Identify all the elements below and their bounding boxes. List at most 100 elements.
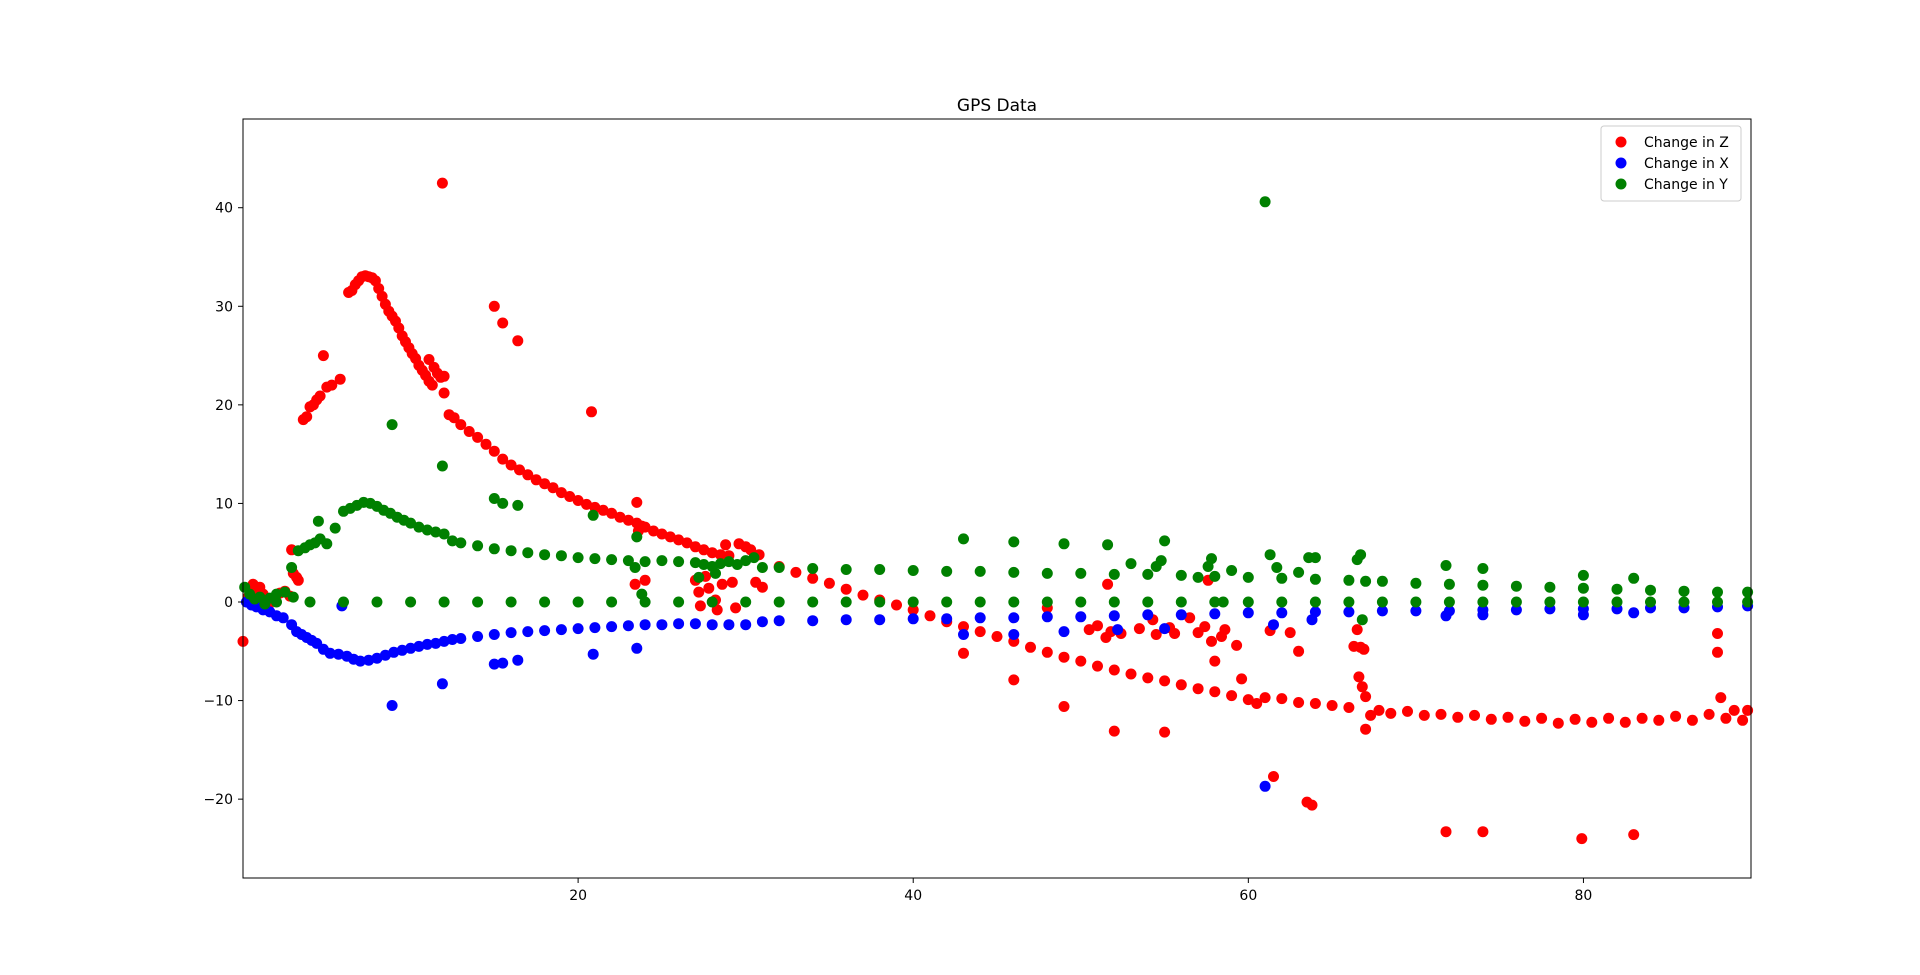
data-point [840,583,852,595]
data-point [1184,612,1196,624]
data-point [1577,596,1589,608]
data-point [572,596,584,608]
data-point [622,620,634,632]
data-point [1259,780,1271,792]
data-point [711,604,723,616]
data-point [488,445,500,457]
data-point [1636,712,1648,724]
data-point [756,562,768,573]
data-point [639,556,651,568]
data-point [1351,624,1363,636]
data-point [333,648,344,660]
data-point [271,588,282,600]
data-point [1268,619,1279,631]
data-point [1712,586,1723,598]
data-point [807,572,819,584]
data-point [681,537,693,549]
data-point [807,596,819,608]
series-change-in-z [237,177,1754,845]
data-point [354,655,366,667]
data-point [1293,697,1305,708]
data-point [1678,596,1690,608]
data-point [1712,628,1723,639]
data-point [512,335,524,347]
data-point [1611,596,1623,608]
data-point [1264,549,1276,561]
data-point [363,654,375,666]
x-tick-label: 20 [569,888,587,904]
data-point [497,453,509,465]
data-point [446,634,458,645]
data-point [1360,691,1372,703]
data-point [1242,607,1254,619]
data-point [629,562,641,573]
data-point [1510,596,1522,608]
data-point [1142,596,1154,608]
data-point [472,596,484,608]
data-point [1712,646,1723,658]
data-point [958,647,969,659]
data-point [488,493,500,504]
data-point [1440,826,1452,838]
data-point [730,602,742,614]
data-point [974,612,986,624]
chart-title: GPS Data [957,96,1037,116]
data-point [514,464,525,476]
data-point [874,564,886,575]
data-point [1418,709,1430,721]
data-point [720,539,732,551]
data-point [689,541,701,553]
data-point [472,431,484,443]
data-point [1259,692,1271,704]
data-point [1309,606,1321,618]
data-point [1169,628,1181,639]
data-point [857,589,869,601]
data-point [1358,643,1370,655]
data-point [941,613,953,625]
data-point [1343,596,1355,608]
data-point [371,652,383,664]
data-point [436,460,448,472]
data-point [539,549,551,561]
data-point [1628,829,1640,841]
data-point [1226,690,1238,702]
data-point [1219,624,1231,636]
data-point [334,373,346,385]
data-point [723,619,735,631]
data-point [1309,552,1321,564]
data-point [522,469,534,481]
data-point [673,596,685,608]
plot-frame [242,118,1752,879]
data-point [505,459,517,471]
data-point [586,406,597,418]
data-point [1576,833,1588,845]
y-tick-label: −10 [203,694,233,710]
data-point [1353,671,1365,683]
data-point [1477,563,1489,574]
data-point [1231,639,1243,651]
data-point [1008,674,1020,686]
data-point [1108,596,1120,608]
data-point [1410,577,1422,589]
data-point [823,577,835,589]
data-point [1125,558,1137,570]
data-point [1192,571,1204,583]
data-point [907,613,919,625]
data-point [622,555,634,567]
data-point [941,596,953,608]
data-point [512,654,524,666]
data-point [1365,709,1377,721]
data-point [1569,713,1581,725]
data-point [1477,604,1489,616]
data-point [606,507,618,519]
data-point [1678,585,1690,597]
data-point [597,504,609,516]
data-point [512,499,524,511]
data-point [1209,570,1221,582]
data-point [321,538,333,550]
data-point [1159,675,1171,687]
data-point [1410,596,1422,608]
data-point [958,621,969,633]
data-point [689,618,701,630]
